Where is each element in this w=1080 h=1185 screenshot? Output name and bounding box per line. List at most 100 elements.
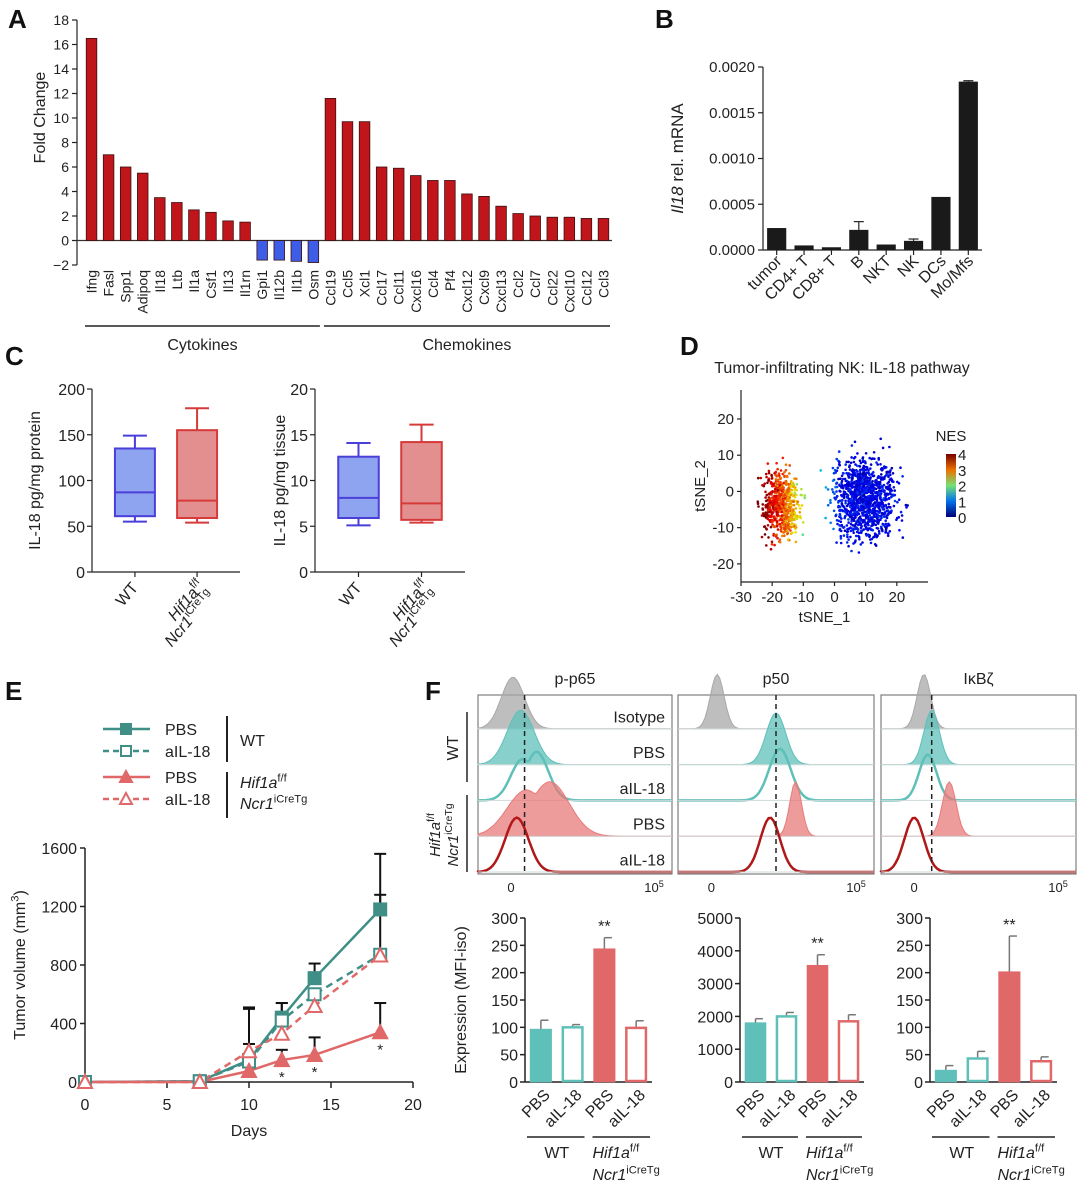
cell-point <box>844 463 847 466</box>
cell-point <box>838 524 841 527</box>
cell-point <box>783 470 786 474</box>
cell-point <box>792 485 795 489</box>
cell-point <box>778 515 782 518</box>
cell-point <box>787 505 791 509</box>
cell-point <box>779 469 783 472</box>
y-tick-label: 200 <box>58 382 85 399</box>
cell-point <box>774 481 778 485</box>
cell-point <box>859 499 862 502</box>
bar-tumor <box>767 228 787 250</box>
cell-point <box>881 446 885 450</box>
cell-point <box>838 463 841 467</box>
cell-point <box>774 478 778 481</box>
y-tick-label: 50 <box>905 1048 923 1065</box>
y-tick-label: 0 <box>76 565 85 582</box>
cell-point <box>878 480 882 484</box>
cell-point <box>774 489 777 493</box>
cell-point <box>847 497 851 501</box>
cell-point <box>795 477 798 481</box>
marker-square <box>373 902 388 917</box>
colorbar-tick-label: 3 <box>958 463 966 480</box>
cell-point <box>877 486 880 489</box>
y-tick-label: 20 <box>717 411 734 428</box>
cell-point <box>793 514 796 518</box>
cell-point <box>774 535 778 538</box>
cell-point <box>876 494 879 498</box>
cell-point <box>772 499 776 503</box>
y-tick-label: 250 <box>896 938 923 955</box>
cell-point <box>862 505 865 509</box>
bar-il18 <box>154 197 166 241</box>
cell-point <box>790 483 794 486</box>
cell-point <box>847 475 850 479</box>
cell-point <box>859 507 862 511</box>
bar-gpi1 <box>256 240 268 261</box>
legend-marker-square <box>120 723 132 735</box>
cell-point <box>843 483 847 487</box>
cell-point <box>779 528 783 532</box>
cell-point <box>850 519 853 523</box>
marker-triangle <box>273 1050 291 1068</box>
cell-point <box>880 473 883 476</box>
x-tick-label: Xcl1 <box>357 270 373 297</box>
cell-point <box>776 484 779 488</box>
cell-point <box>846 494 850 497</box>
cell-point <box>871 483 875 487</box>
x-tick-label: Ccl17 <box>374 270 390 306</box>
x-tick-label-1e5: 105 <box>644 879 664 895</box>
cell-point <box>873 501 877 504</box>
cell-point <box>767 471 771 475</box>
bar-il13 <box>222 220 234 241</box>
cell-point <box>845 530 849 533</box>
cell-point <box>854 463 857 466</box>
cell-point <box>839 520 843 523</box>
cell-point <box>846 533 849 536</box>
label-part: 5 <box>861 879 866 889</box>
bar-il1b <box>290 240 302 262</box>
cell-point <box>767 497 771 501</box>
cell-point <box>880 501 883 504</box>
bar-ccl5 <box>341 121 354 241</box>
label-part: 10 <box>1048 880 1062 895</box>
cell-point <box>864 482 868 486</box>
cell-point <box>897 498 901 502</box>
bar-cxcl13 <box>495 205 507 241</box>
y-tick-label: 14 <box>53 61 69 77</box>
cell-point <box>874 491 878 495</box>
bar-ccl12 <box>580 218 593 241</box>
cell-point <box>847 513 850 517</box>
cell-point <box>847 521 850 524</box>
cell-point <box>836 522 839 526</box>
label-part: f/f <box>843 1143 853 1155</box>
y-tick-label: 200 <box>896 966 923 983</box>
cell-point <box>891 472 895 475</box>
x-axis-title: tSNE_1 <box>799 609 851 626</box>
cell-point <box>770 477 774 480</box>
cell-point <box>788 472 791 475</box>
legend-label: PBS <box>165 770 197 787</box>
cell-point <box>872 451 876 454</box>
cell-point <box>775 524 779 528</box>
label-part: iCreTg <box>840 1165 874 1177</box>
cell-point <box>899 510 903 514</box>
label-part: Hif1a <box>593 1145 630 1162</box>
cell-point <box>771 520 774 524</box>
cell-point <box>864 461 867 465</box>
x-tick-label-wt: WT <box>337 579 366 609</box>
x-tick-label: 5 <box>163 1097 172 1114</box>
y-tick-label: 800 <box>50 958 77 975</box>
cell-point <box>771 511 775 514</box>
cell-point <box>841 509 845 513</box>
cell-point <box>776 505 779 509</box>
cell-point <box>866 504 869 508</box>
cell-point <box>777 472 781 475</box>
cell-point <box>859 543 863 546</box>
cell-point <box>850 480 853 483</box>
cell-point <box>856 504 860 508</box>
x-tick-label: -20 <box>761 589 783 606</box>
cell-point <box>881 487 884 491</box>
cell-point <box>835 457 838 461</box>
cell-point <box>874 487 878 491</box>
cell-point <box>882 523 885 527</box>
cell-point <box>857 517 861 520</box>
